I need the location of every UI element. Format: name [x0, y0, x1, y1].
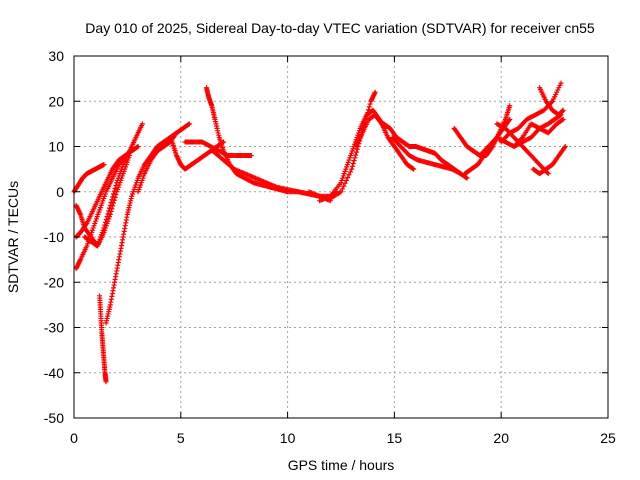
data-point	[464, 175, 470, 181]
data-point	[562, 144, 568, 149]
series-arc25	[537, 85, 566, 118]
data-point	[372, 89, 378, 95]
data-point	[411, 166, 417, 172]
data-point	[338, 189, 344, 195]
data-point	[458, 171, 464, 177]
series-arc15	[353, 112, 417, 172]
data-point	[248, 153, 254, 159]
y-tick-label: -20	[44, 274, 64, 290]
data-point	[129, 148, 135, 154]
data-point	[560, 116, 566, 122]
data-point	[127, 153, 133, 159]
data-point	[367, 101, 373, 107]
series-arc21	[498, 80, 564, 145]
data-point	[103, 379, 109, 385]
series-arc1	[71, 162, 107, 195]
x-axis-label: GPS time / hours	[288, 457, 395, 473]
series-arc5	[82, 153, 133, 249]
series-arc4	[73, 148, 135, 240]
x-tick-label: 25	[600, 430, 616, 446]
y-axis-label: SDTVAR / TECUs	[5, 181, 21, 293]
data-point	[107, 211, 113, 217]
data-point	[345, 175, 351, 181]
y-tick-label: 10	[48, 139, 64, 155]
data-point	[350, 160, 356, 166]
series-arc23	[511, 112, 564, 149]
data-point	[558, 80, 564, 86]
data-point	[353, 152, 359, 158]
y-tick-label: 30	[48, 48, 64, 64]
data-point	[351, 158, 357, 164]
data-point	[349, 163, 355, 169]
y-tick-label: -40	[44, 365, 64, 381]
y-tick-label: -10	[44, 229, 64, 245]
data-point	[135, 144, 141, 149]
series-arc6	[97, 293, 109, 385]
data-point	[352, 155, 358, 161]
data-point	[112, 194, 118, 200]
data-point	[545, 171, 551, 177]
series-arc8	[135, 121, 192, 195]
series-arc17	[389, 134, 464, 177]
data-point	[101, 162, 107, 168]
x-tick-label: 0	[70, 430, 78, 446]
data-point	[366, 104, 372, 110]
data-point	[186, 121, 192, 127]
data-point	[343, 177, 349, 183]
data-point	[354, 146, 360, 152]
data-point	[346, 172, 352, 178]
data-point	[507, 103, 513, 109]
data-points	[71, 80, 568, 385]
data-point	[111, 200, 117, 206]
x-tick-label: 10	[280, 430, 296, 446]
y-tick-label: 20	[48, 93, 64, 109]
data-point	[339, 186, 345, 192]
data-point	[507, 116, 513, 122]
axis-ticks: 0 5 10 15 20 25 -50 -40 -30 -20 -10 0 10 20 30	[44, 48, 616, 446]
data-point	[108, 209, 114, 215]
x-tick-label: 20	[493, 430, 509, 446]
data-point	[139, 121, 145, 127]
series-arc24	[530, 144, 568, 177]
data-point	[109, 206, 115, 212]
series-arc12	[210, 148, 333, 204]
y-tick-label: -50	[44, 410, 64, 426]
data-point	[111, 197, 117, 203]
data-point	[110, 203, 116, 209]
data-point	[341, 183, 347, 189]
y-tick-label: 0	[56, 184, 64, 200]
chart-title: Day 010 of 2025, Sidereal Day-to-day VTE…	[85, 20, 595, 36]
data-point	[353, 149, 359, 155]
y-tick-label: -30	[44, 320, 64, 336]
data-point	[560, 107, 566, 113]
x-tick-label: 15	[387, 430, 403, 446]
data-point	[113, 192, 119, 198]
data-point	[347, 169, 353, 175]
grid	[74, 56, 608, 418]
data-point	[349, 166, 355, 172]
x-tick-label: 5	[177, 430, 185, 446]
